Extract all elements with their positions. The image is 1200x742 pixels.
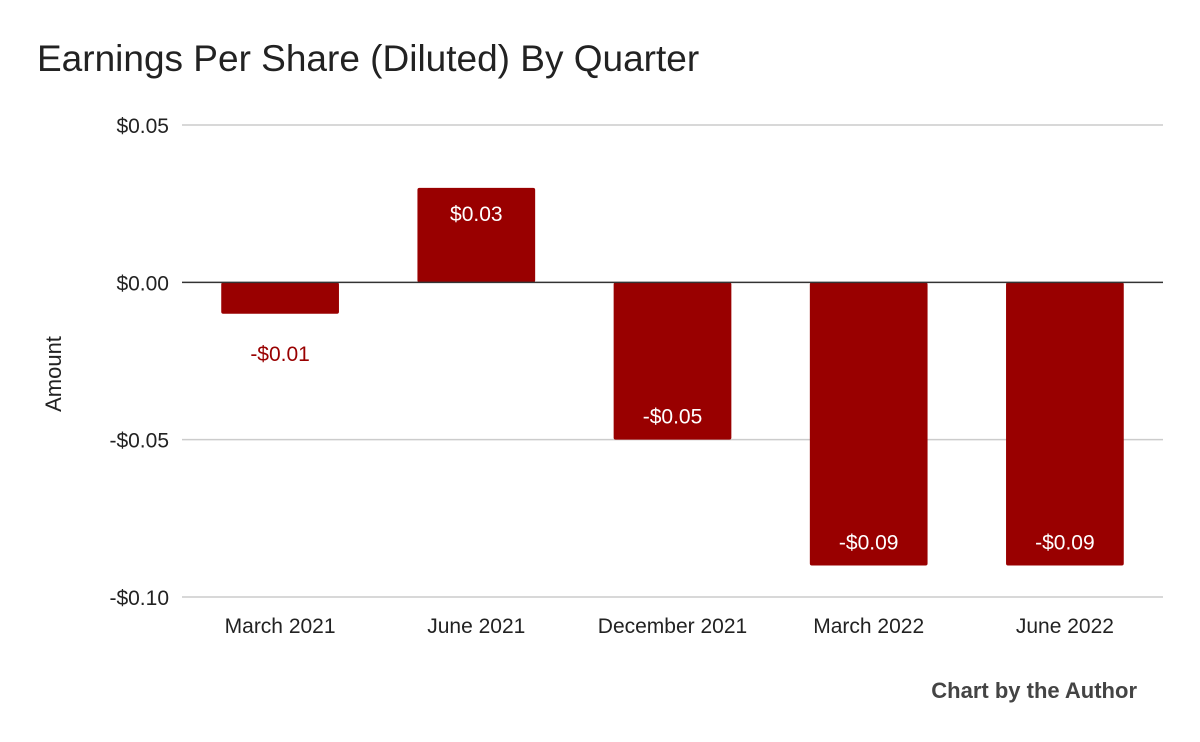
- y-tick-label: -$0.05: [109, 430, 169, 453]
- bar: [417, 187, 536, 283]
- y-tick-labels: $0.05 $0.00 -$0.05 -$0.10: [109, 115, 169, 610]
- data-label: -$0.05: [643, 406, 703, 429]
- data-label: -$0.09: [1035, 532, 1095, 555]
- bar: [221, 282, 339, 314]
- bars: [221, 187, 1124, 566]
- data-labels: -$0.01 $0.03 -$0.05 -$0.09 -$0.09: [250, 203, 1094, 555]
- data-label: -$0.01: [250, 343, 310, 366]
- chart-credit: Chart by the Author: [931, 678, 1137, 703]
- x-tick-label: March 2021: [225, 615, 336, 638]
- y-tick-label: $0.00: [116, 272, 169, 295]
- chart-title: Earnings Per Share (Diluted) By Quarter: [37, 38, 700, 79]
- y-tick-label: -$0.10: [109, 587, 169, 610]
- bar: [809, 282, 928, 566]
- data-label: -$0.09: [839, 532, 899, 555]
- bar: [1006, 282, 1124, 566]
- y-axis-label: Amount: [41, 336, 66, 412]
- data-label: $0.03: [450, 203, 503, 226]
- x-tick-label: June 2022: [1016, 615, 1114, 638]
- x-tick-label: June 2021: [427, 615, 525, 638]
- bar: [613, 282, 732, 440]
- x-tick-labels: March 2021 June 2021 December 2021 March 20…: [225, 615, 1114, 638]
- x-tick-label: March 2022: [813, 615, 924, 638]
- x-tick-label: December 2021: [598, 615, 747, 638]
- y-tick-label: $0.05: [116, 115, 169, 138]
